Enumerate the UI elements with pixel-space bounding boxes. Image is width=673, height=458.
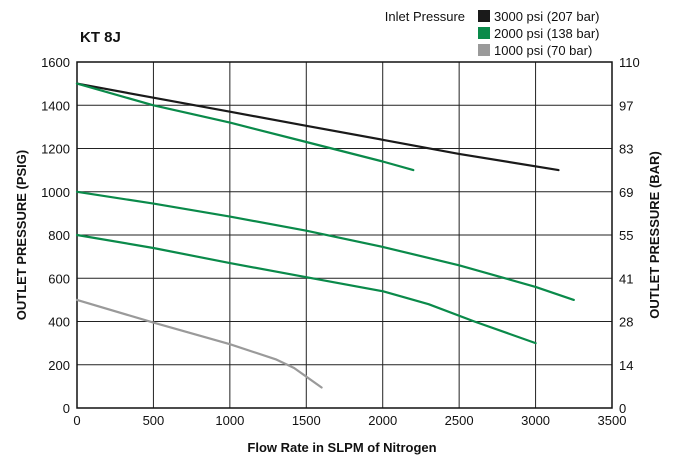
y-tick-label: 1000 [41, 185, 70, 200]
y-right-tick-label: 41 [619, 271, 633, 286]
legend-label-3000: 3000 psi (207 bar) [494, 9, 600, 24]
x-tick-labels: 0 500 1000 1500 2000 2500 3000 3500 [73, 413, 626, 428]
y-right-tick-label: 14 [619, 358, 633, 373]
legend-swatch-3000 [478, 10, 490, 22]
series-line-4 [75, 298, 323, 389]
y-right-tick-label: 110 [619, 55, 640, 70]
x-tick-label: 2500 [445, 413, 474, 428]
y-tick-label: 1200 [41, 142, 70, 157]
chart-title: KT 8J [80, 29, 121, 46]
y-right-tick-label: 28 [619, 315, 633, 330]
legend-title: Inlet Pressure [385, 9, 465, 24]
x-tick-label: 3000 [521, 413, 550, 428]
legend-label-2000: 2000 psi (138 bar) [494, 26, 600, 41]
y-tick-label: 800 [48, 228, 70, 243]
y-right-axis-title: OUTLET PRESSURE (BAR) [647, 151, 662, 319]
x-tick-label: 0 [73, 413, 80, 428]
y-tick-label: 1600 [41, 55, 70, 70]
y-right-tick-label: 0 [619, 401, 626, 416]
y-right-tick-label: 69 [619, 185, 633, 200]
y-tick-label: 1400 [41, 98, 70, 113]
y-right-tick-label: 55 [619, 228, 633, 243]
y-tick-labels: 0 200 400 600 800 1000 1200 1400 1600 [41, 55, 70, 416]
y-right-tick-label: 83 [619, 142, 633, 157]
y-tick-label: 600 [48, 271, 70, 286]
grid [76, 61, 613, 409]
legend-swatch-2000 [478, 27, 490, 39]
x-tick-label: 1000 [215, 413, 244, 428]
series-group [75, 82, 575, 389]
x-tick-label: 3500 [598, 413, 627, 428]
x-tick-label: 500 [143, 413, 165, 428]
series-line-3 [75, 233, 537, 345]
y-tick-label: 400 [48, 315, 70, 330]
series-line-1 [75, 82, 415, 172]
legend-swatch-1000 [478, 44, 490, 56]
y-axis-title: OUTLET PRESSURE (PSIG) [14, 150, 29, 320]
series-line-2 [75, 190, 575, 301]
y-tick-label: 0 [63, 401, 70, 416]
legend-label-1000: 1000 psi (70 bar) [494, 43, 592, 58]
y-tick-label: 200 [48, 358, 70, 373]
legend: Inlet Pressure 3000 psi (207 bar) 2000 p… [385, 9, 600, 58]
x-axis-title: Flow Rate in SLPM of Nitrogen [247, 440, 436, 455]
x-tick-label: 2000 [368, 413, 397, 428]
y-right-tick-label: 97 [619, 98, 633, 113]
series-line-0 [75, 82, 560, 172]
x-tick-label: 1500 [292, 413, 321, 428]
y-right-tick-labels: 0 14 28 41 55 69 83 97 110 [619, 55, 640, 416]
